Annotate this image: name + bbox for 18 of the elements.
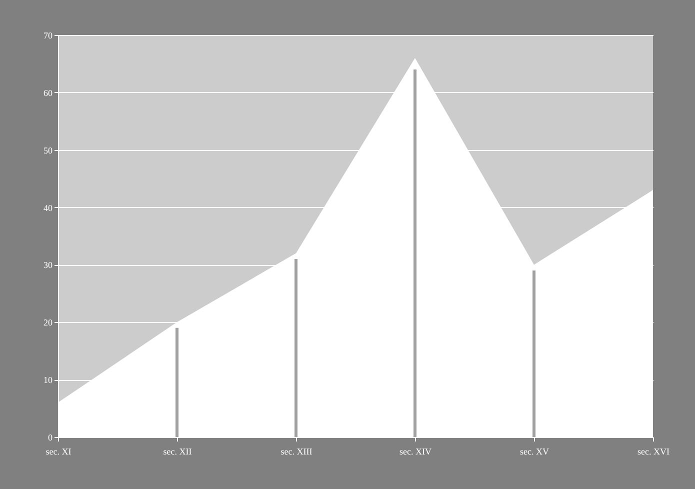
x-tick-label: sec. XII [163,446,192,456]
x-tick-label: sec. XV [520,446,550,456]
x-tick-label: sec. XIII [280,446,312,456]
x-tick-label: sec. XI [46,446,72,456]
bar [414,69,416,437]
y-tick-label: 20 [44,318,53,328]
y-tick-label: 70 [44,30,53,40]
y-tick-label: 30 [44,260,53,270]
x-tick-label: sec. XVI [638,446,670,456]
bar [532,270,536,437]
y-tick-label: 0 [48,432,53,442]
y-tick-label: 40 [44,202,53,213]
y-tick-label: 60 [44,88,53,98]
y-tick-label: 50 [44,145,53,156]
x-tick-label: sec. XIV [400,446,432,456]
bar [176,328,178,437]
bar [294,258,298,437]
y-tick-label: 10 [44,375,53,386]
